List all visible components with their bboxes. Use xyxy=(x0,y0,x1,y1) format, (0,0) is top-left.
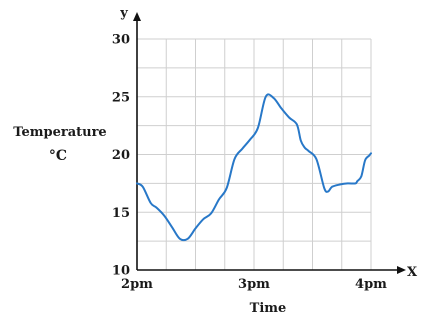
series-line xyxy=(136,93,372,242)
x-axis-title: Time xyxy=(250,301,287,316)
y-axis-arrow-icon xyxy=(133,12,141,21)
y-tick-label: 30 xyxy=(112,33,130,48)
y-axis-title: Temperature xyxy=(13,125,106,140)
x-axis-arrow-icon xyxy=(397,266,406,274)
y-axis-unit: °C xyxy=(49,148,67,164)
plot-grid xyxy=(136,38,372,271)
y-tick-label: 15 xyxy=(112,206,130,221)
x-axis-letter: X xyxy=(407,265,418,280)
x-tick-labels: 2pm 3pm 4pm xyxy=(121,277,387,292)
y-tick-label: 20 xyxy=(112,148,130,163)
x-tick-label: 4pm xyxy=(355,277,387,292)
y-tick-labels: 10 15 20 25 30 xyxy=(112,33,130,279)
y-tick-label: 10 xyxy=(112,264,130,279)
x-tick-label: 3pm xyxy=(238,277,270,292)
axes xyxy=(133,12,406,274)
x-tick-label: 2pm xyxy=(121,277,153,292)
y-axis-letter: y xyxy=(119,6,128,21)
y-tick-label: 25 xyxy=(112,90,130,105)
